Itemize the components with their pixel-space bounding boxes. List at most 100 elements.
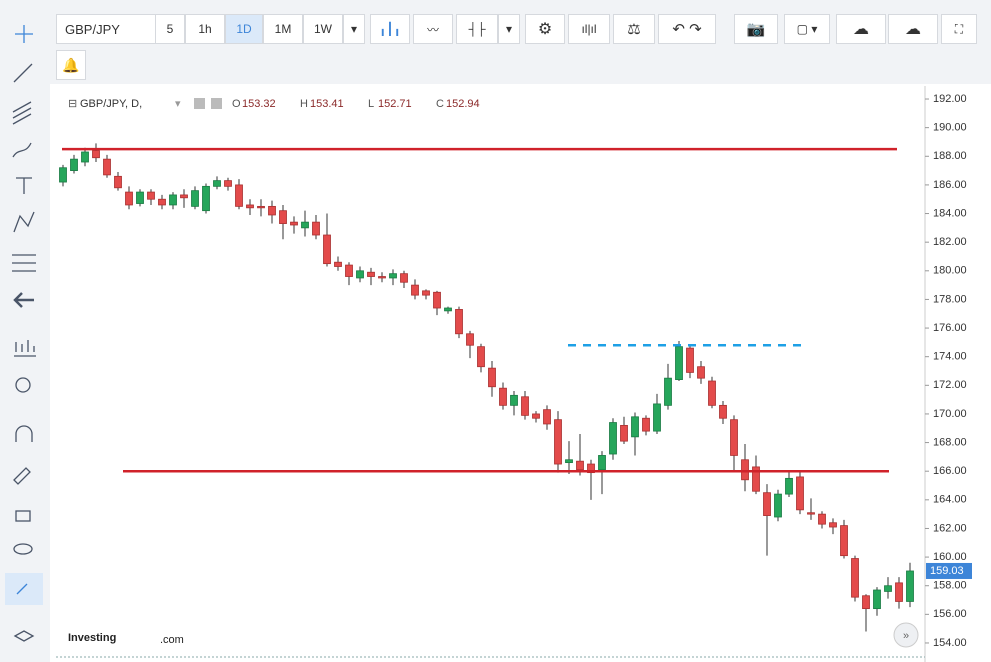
- left-toolbar: [0, 0, 50, 662]
- measure-tool[interactable]: [14, 340, 36, 357]
- zoom-tool[interactable]: [15, 377, 31, 393]
- visibility-tool[interactable]: [13, 543, 33, 555]
- y-tick-label: 174.00: [933, 351, 967, 363]
- indicators-button[interactable]: ıl|ıl: [568, 14, 610, 44]
- candle-body: [642, 417, 650, 432]
- candle-body: [433, 291, 441, 309]
- y-tick-label: 180.00: [933, 265, 967, 277]
- candle-body: [345, 264, 353, 277]
- candle-body: [356, 270, 364, 279]
- cloud-save-button[interactable]: ☁: [888, 14, 938, 44]
- candle-body: [334, 261, 342, 267]
- candle-body: [763, 492, 771, 516]
- scroll-right-button[interactable]: [893, 622, 919, 648]
- candle-body: [180, 194, 188, 199]
- candle-body: [444, 307, 452, 312]
- candle-body: [235, 184, 243, 207]
- candle-body: [125, 191, 133, 206]
- link-tool[interactable]: [16, 583, 28, 595]
- candle-body: [719, 404, 727, 419]
- y-tick-label: 188.00: [933, 150, 967, 162]
- candle-body: [598, 455, 606, 471]
- interval-button[interactable]: 5: [155, 14, 185, 44]
- candle-style-button[interactable]: ╻┃╻: [370, 14, 410, 44]
- crosshair-tool[interactable]: [15, 25, 33, 43]
- y-tick-label: 158.00: [933, 580, 967, 592]
- candle-body: [862, 595, 870, 610]
- candle-body: [895, 582, 903, 602]
- interval-button[interactable]: 1D: [225, 14, 263, 44]
- candle-body: [873, 589, 881, 610]
- candle-body: [103, 158, 111, 176]
- candle-body: [631, 416, 639, 438]
- settings-button[interactable]: ⚙: [525, 14, 565, 44]
- candle-body: [301, 221, 309, 229]
- last-price-box: [926, 562, 972, 579]
- candle-body: [191, 190, 199, 207]
- candle-body: [70, 158, 78, 171]
- candle-body: [708, 380, 716, 406]
- candle-body: [136, 191, 144, 204]
- interval-button[interactable]: 1h: [185, 14, 225, 44]
- candle-body: [829, 522, 837, 528]
- screenshot-button[interactable]: 📷: [734, 14, 778, 44]
- legend-value: 152.94: [446, 98, 480, 110]
- candle-body: [169, 194, 177, 206]
- candle-body: [455, 309, 463, 335]
- alert-button[interactable]: 🔔: [56, 50, 86, 80]
- style-dropdown[interactable]: ▾: [498, 14, 520, 44]
- legend-collapse[interactable]: ⊟: [68, 98, 77, 110]
- last-price-label: 159.03: [930, 565, 964, 577]
- candle-body: [884, 585, 892, 592]
- y-tick-label: 190.00: [933, 122, 967, 134]
- interval-button[interactable]: 1W: [303, 14, 343, 44]
- interval-button[interactable]: 1M: [263, 14, 303, 44]
- candle-body: [906, 570, 914, 602]
- legend-label: H: [300, 98, 308, 110]
- y-tick-label: 170.00: [933, 408, 967, 420]
- candle-body: [59, 167, 67, 183]
- fullscreen-button[interactable]: ⛶: [941, 14, 977, 44]
- candle-body: [147, 191, 155, 200]
- cloud-load-button[interactable]: ☁: [836, 14, 886, 44]
- back-tool[interactable]: [13, 292, 34, 308]
- legend-value: 153.41: [310, 98, 344, 110]
- layers-tool[interactable]: [13, 630, 35, 642]
- symbol-input[interactable]: GBP/JPY: [56, 14, 156, 44]
- color-button[interactable]: ▢ ▾: [784, 14, 830, 44]
- candle-body: [840, 525, 848, 557]
- candle-body: [554, 419, 562, 465]
- y-tick-label: 184.00: [933, 207, 967, 219]
- legend-value: 153.32: [242, 98, 276, 110]
- candle-body: [422, 290, 430, 296]
- interval-dropdown[interactable]: ▾: [343, 14, 365, 44]
- fib-tool[interactable]: [12, 101, 32, 125]
- bar-style-button[interactable]: ┤├: [456, 14, 498, 44]
- trendline-tool[interactable]: [13, 63, 33, 83]
- candle-body: [279, 210, 287, 224]
- compare-button[interactable]: ⚖: [613, 14, 655, 44]
- candle-body: [510, 394, 518, 406]
- candle-body: [400, 273, 408, 283]
- line-style-button[interactable]: 〰: [413, 14, 453, 44]
- legend-settings[interactable]: [211, 98, 222, 109]
- text-tool[interactable]: [16, 177, 32, 194]
- y-tick-label: 168.00: [933, 436, 967, 448]
- magnet-tool[interactable]: [15, 425, 33, 442]
- candle-body: [851, 558, 859, 598]
- scroll-right-icon[interactable]: »: [903, 630, 909, 642]
- lock-tool[interactable]: [15, 510, 31, 522]
- legend-menu[interactable]: ▾: [175, 98, 181, 110]
- y-tick-label: 192.00: [933, 93, 967, 105]
- brush-tool[interactable]: [12, 142, 32, 158]
- undo-redo-button[interactable]: ↶ ↷: [658, 14, 716, 44]
- chart-panel: [56, 86, 976, 662]
- candle-body: [697, 366, 705, 379]
- lock-drawing-tool[interactable]: [13, 467, 31, 485]
- candle-body: [653, 403, 661, 432]
- link-tool-bg: [5, 573, 43, 605]
- prediction-tool[interactable]: [12, 254, 36, 272]
- y-tick-label: 176.00: [933, 322, 967, 334]
- legend-eye[interactable]: [194, 98, 205, 109]
- pattern-tool[interactable]: [13, 211, 35, 233]
